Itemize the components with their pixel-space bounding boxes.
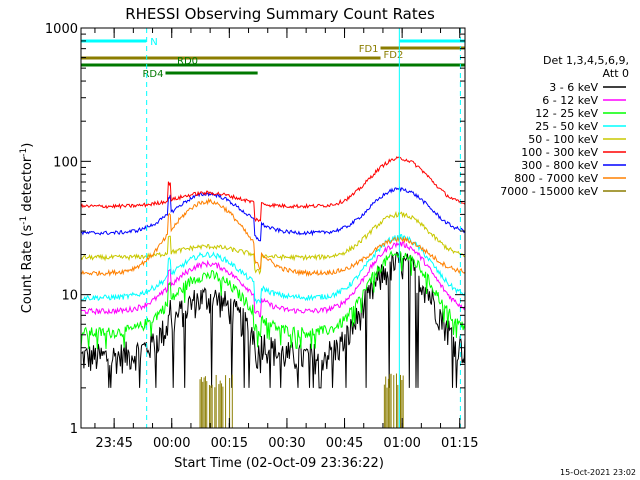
legend-label-1: 6 - 12 keV [542,94,598,107]
legend-title-2: Att 0 [603,67,629,80]
y-label-part2: detector [20,156,35,216]
x-axis-label: Start Time (02-Oct-09 23:36:22) [174,456,384,471]
legend-label-7: 800 - 7000 keV [514,172,598,185]
y-label-sup2: -1 [19,148,29,157]
plot-series [80,156,466,428]
y-label-sup1: -1 [19,216,29,225]
plot-frame [80,27,466,429]
x-tick-label: 00:15 [211,436,248,451]
series-line-7 [80,197,466,277]
vertical-markers [146,28,461,428]
legend-title-1: Det 1,3,4,5,6,9, [543,54,629,67]
x-tick-label: 00:30 [268,436,305,451]
x-tick-label: 00:45 [326,436,363,451]
axes: 1 10 100 1000 23:45 00:00 00:15 00:30 00:45 01:00… [45,22,479,451]
y-tick-label: 1 [70,422,78,437]
series-line-2 [80,250,466,350]
x-tick-label: 01:00 [383,436,420,451]
y-label-part1: Count Rate (s [20,225,35,314]
chart-title: RHESSI Observing Summary Count Rates [125,5,435,23]
flag-label-rd0: RD0 [177,56,198,67]
x-tick-label: 00:00 [153,436,190,451]
flag-label-n: N [150,37,157,48]
legend-label-6: 300 - 800 keV [521,159,598,172]
series-line-3 [80,234,466,305]
series-line-6 [80,186,466,242]
y-axis-label: Count Rate (s-1 detector-1) [19,143,35,314]
legend-label-2: 12 - 25 keV [535,107,598,120]
series-line-1 [80,241,466,318]
flag-label-rd4: RD4 [142,69,163,80]
y-tick-label: 10 [61,289,78,304]
y-tick-label: 1000 [45,22,78,37]
flag-label-fd1: FD1 [359,44,379,55]
x-tick-label: 01:15 [441,436,478,451]
series-line-5 [80,156,466,223]
flag-bars: N FD1 FD2 RD0 RD4 [81,37,465,80]
legend-label-3: 25 - 50 keV [535,120,598,133]
x-tick-label: 23:45 [95,436,132,451]
legend-label-8: 7000 - 15000 keV [500,185,598,198]
y-label-part3: ) [20,143,35,148]
series-line-4 [80,210,466,276]
legend-label-5: 100 - 300 keV [521,146,598,159]
timestamp: 15-Oct-2021 23:02 [560,468,636,477]
y-tick-label: 100 [53,155,78,170]
legend-label-4: 50 - 100 keV [528,133,598,146]
flag-label-fd2: FD2 [384,50,404,61]
legend-label-0: 3 - 6 keV [549,81,598,94]
